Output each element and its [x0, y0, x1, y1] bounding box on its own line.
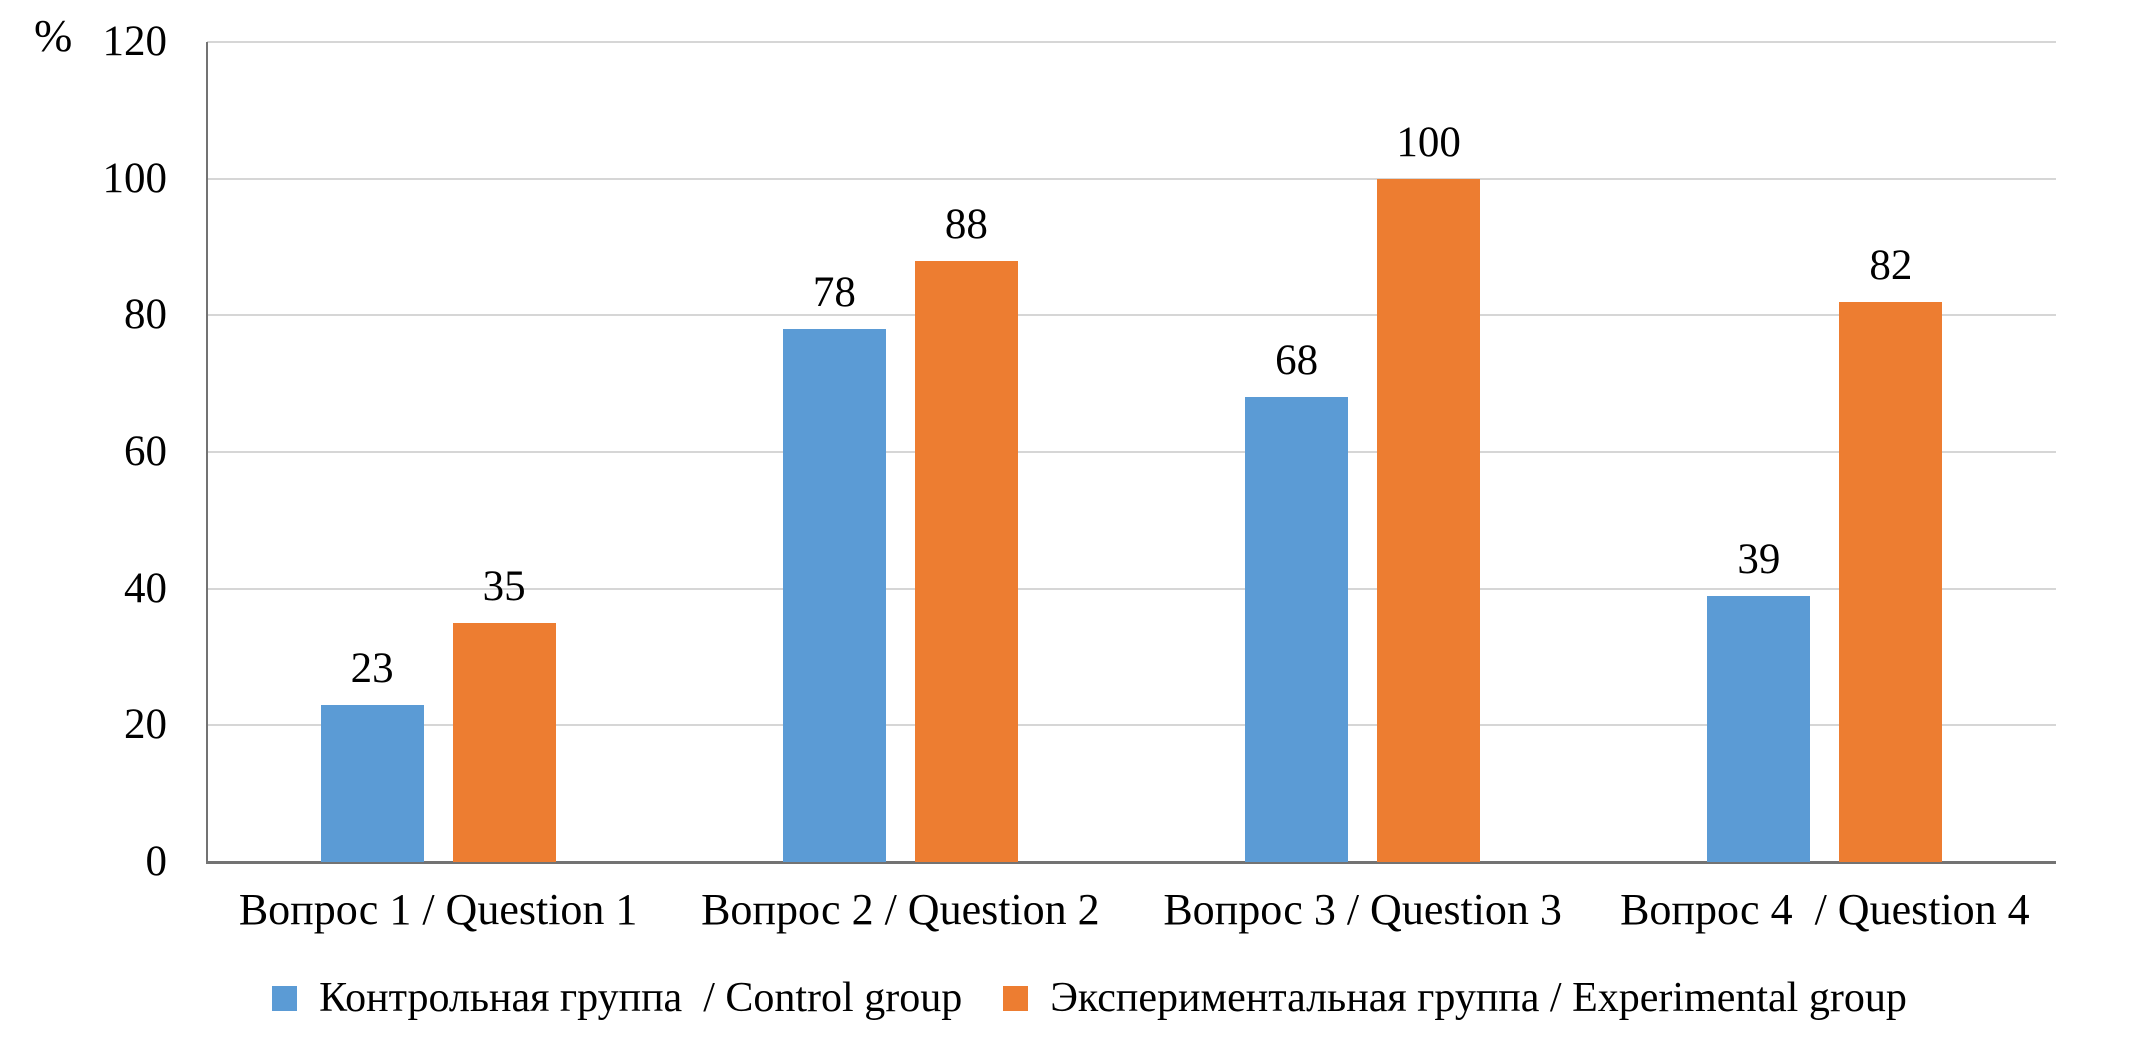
x-axis-category-label: Вопрос 4 / Question 4 [1620, 885, 2030, 934]
y-axis-tick-label: 20 [124, 701, 167, 749]
x-axis-category-label: Вопрос 1 / Question 1 [238, 885, 638, 934]
bar-value-label: 39 [1737, 535, 1781, 583]
bar-value-label: 100 [1396, 118, 1461, 166]
bar-series2-category1 [452, 622, 556, 862]
bar-value-label: 82 [1869, 241, 1913, 289]
bar-series2-category3 [1377, 178, 1481, 862]
y-axis-tick-label: 120 [102, 18, 168, 65]
y-axis-unit-label: % [34, 10, 73, 61]
legend-item-series2: Экспериментальная группа / Experimental … [1003, 973, 1907, 1023]
y-axis-line [206, 42, 208, 862]
y-axis-tick-label: 80 [124, 291, 167, 339]
legend-swatch-icon [272, 985, 298, 1011]
bar-series2-category2 [914, 260, 1018, 862]
y-axis-tick-label: 0 [145, 838, 168, 885]
bar-series2-category4 [1839, 301, 1943, 862]
bar-value-label: 78 [812, 269, 856, 316]
gridline [207, 724, 2056, 727]
bar-series1-category1 [320, 704, 424, 862]
bar-series1-category4 [1707, 595, 1811, 862]
gridline [207, 41, 2056, 43]
y-axis-tick-label: 40 [124, 564, 167, 612]
legend-label: Контрольная группа / Control group [319, 975, 963, 1021]
y-axis-tick-label: 60 [124, 428, 167, 475]
gridline [207, 587, 2056, 590]
legend: Контрольная группа / Control group Экспер… [0, 968, 2133, 1028]
x-axis-line [206, 861, 2056, 864]
gridline [207, 177, 2056, 180]
bar-value-label: 23 [350, 644, 394, 692]
bar-series1-category2 [782, 329, 886, 862]
legend-label: Экспериментальная группа / Experimental … [1050, 975, 1907, 1021]
bar-series1-category3 [1245, 397, 1349, 862]
gridline [207, 451, 2056, 453]
legend-item-series1: Контрольная группа / Control group [272, 973, 962, 1023]
bar-value-label: 35 [482, 562, 526, 610]
bar-value-label: 68 [1275, 337, 1319, 385]
x-axis-category-label: Вопрос 2 / Question 2 [701, 885, 1100, 934]
gridline [207, 314, 2056, 317]
bar-value-label: 88 [944, 200, 988, 248]
y-axis-tick-label: 100 [102, 154, 168, 202]
x-axis-category-label: Вопрос 3 / Question 3 [1163, 885, 1562, 934]
legend-swatch-icon [1003, 985, 1029, 1011]
